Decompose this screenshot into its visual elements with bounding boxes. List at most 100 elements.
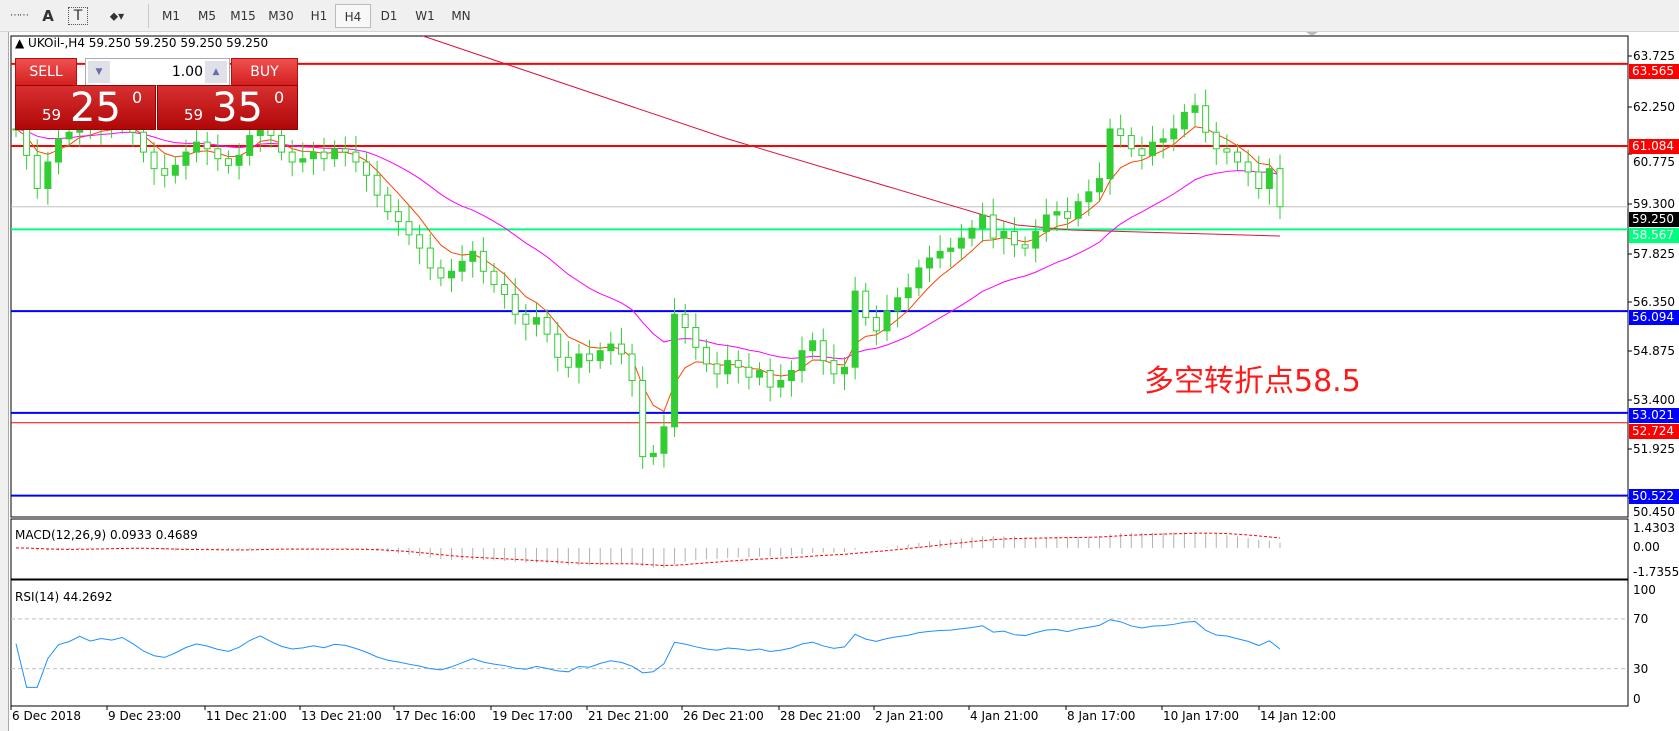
candle-body [309,151,317,160]
candle-body [904,287,912,299]
candle-body [384,194,392,213]
time-axis-label: 26 Dec 21:00 [683,709,764,723]
macd-axis-tick: -1.7355 [1633,565,1679,579]
time-axis-label: 21 Dec 21:00 [588,709,669,723]
rsi-panel-border [10,579,1629,707]
candle-body [1149,141,1157,156]
candle-body [660,426,668,454]
candle-body [968,227,976,239]
candle-body [1265,168,1273,190]
candle-body [405,221,413,236]
candle-body [288,151,296,163]
time-axis-label: 13 Dec 21:00 [301,709,382,723]
ma-mid-line [15,128,1281,360]
main-panel-border [10,35,1629,518]
candle-body [501,283,509,295]
candle-body [447,270,455,279]
timeframe-h4[interactable]: H4 [335,4,371,28]
buy-price-prefix: 59 [184,106,204,124]
candle-body [1032,231,1040,249]
candle-body [479,250,487,272]
candle-body [33,154,41,190]
candle-body [1212,131,1220,150]
candle-body [809,340,817,352]
lot-size-field[interactable]: ▼ 1.00 ▲ [85,58,230,86]
one-click-trading-panel: SELL ▼ 1.00 ▲ BUY 59 25 0 59 35 0 [15,58,298,132]
time-axis-label: 19 Dec 17:00 [492,709,573,723]
lot-size-input[interactable]: 1.00 [171,64,203,80]
sell-price[interactable]: 59 25 0 [15,85,156,130]
arrows-tool-dropdown[interactable]: ⬥▾ [109,9,125,23]
candle-body [23,128,31,156]
candle-body [936,250,944,259]
candle-body [724,360,732,375]
timeframe-m5[interactable]: M5 [198,9,216,23]
candle-body [426,247,434,269]
timeframe-m15[interactable]: M15 [230,9,256,23]
candle-body [203,141,211,150]
time-axis-label: 8 Jan 17:00 [1067,709,1136,723]
fibonacci-tool-icon[interactable]: ⋯⋯ [10,10,29,21]
rsi-axis-tick: 70 [1633,612,1649,626]
candle-body [139,131,147,153]
candle-body [830,360,838,375]
candle-body [1138,148,1146,156]
candle-body [756,370,764,378]
lot-increase-button[interactable]: ▲ [205,61,227,83]
candle-body [1010,231,1018,246]
price-level-tag: 56.094 [1629,310,1679,325]
candle-body [639,379,647,458]
candle-body [819,340,827,362]
candle-body [692,327,700,348]
price-level-tag: 53.021 [1629,408,1679,423]
timeframe-d1[interactable]: D1 [380,9,398,23]
lot-decrease-button[interactable]: ▼ [88,61,110,83]
timeframe-m30[interactable]: M30 [268,9,294,23]
rsi-axis-tick: 100 [1633,583,1656,597]
candle-body [607,343,615,352]
macd-label: MACD(12,26,9) 0.0933 0.4689 [15,528,198,542]
candle-body [246,135,254,156]
candle-body [1170,128,1178,140]
text-label-tool-button[interactable]: T [68,7,88,25]
time-axis-label: 6 Dec 2018 [12,709,82,723]
buy-button[interactable]: BUY [231,58,298,86]
time-axis-label: 14 Jan 12:00 [1260,709,1336,723]
candle-body [1276,168,1284,208]
candle-body [957,237,965,249]
candle-body [681,313,689,329]
candle-body [1234,151,1242,163]
text-tool-button[interactable]: A [42,7,54,25]
candle-body [872,317,880,332]
candle-body [989,214,997,239]
sell-button[interactable]: SELL [15,58,77,86]
candle-body [883,310,891,332]
rsi-axis-tick: 0 [1633,692,1641,706]
timeframe-h1[interactable]: H1 [310,9,328,23]
timeframe-w1[interactable]: W1 [415,9,435,23]
ma-fast-line [15,126,1281,413]
price-level-tag: 63.565 [1629,64,1679,79]
candle-body [851,290,859,368]
candle-body [522,313,530,325]
candle-body [564,356,572,368]
rsi-label: RSI(14) 44.2692 [15,590,113,604]
time-axis-label: 9 Dec 23:00 [108,709,182,723]
buy-price[interactable]: 59 35 0 [157,85,298,130]
candle-body [1085,191,1093,203]
candle-body [862,290,870,319]
timeframe-m1[interactable]: M1 [162,9,180,23]
price-axis-tick: 53.400 [1633,393,1675,407]
candle-body [193,141,201,153]
candle-body [1180,111,1188,130]
toolbar: ⋯⋯ A T ⬥▾ M1 M5 M15 M30 H1 H4 D1 W1 MN [0,0,1679,32]
left-dock-strip [0,32,9,731]
candle-body [596,350,604,362]
timeframe-mn[interactable]: MN [451,9,471,23]
price-axis-tick: 51.925 [1633,442,1675,456]
candle-body [65,131,73,140]
price-axis-tick: 54.875 [1633,344,1675,358]
chart-symbol-info: ▲ UKOil-,H4 59.250 59.250 59.250 59.250 [15,36,269,50]
price-axis-tick: 60.775 [1633,155,1675,169]
